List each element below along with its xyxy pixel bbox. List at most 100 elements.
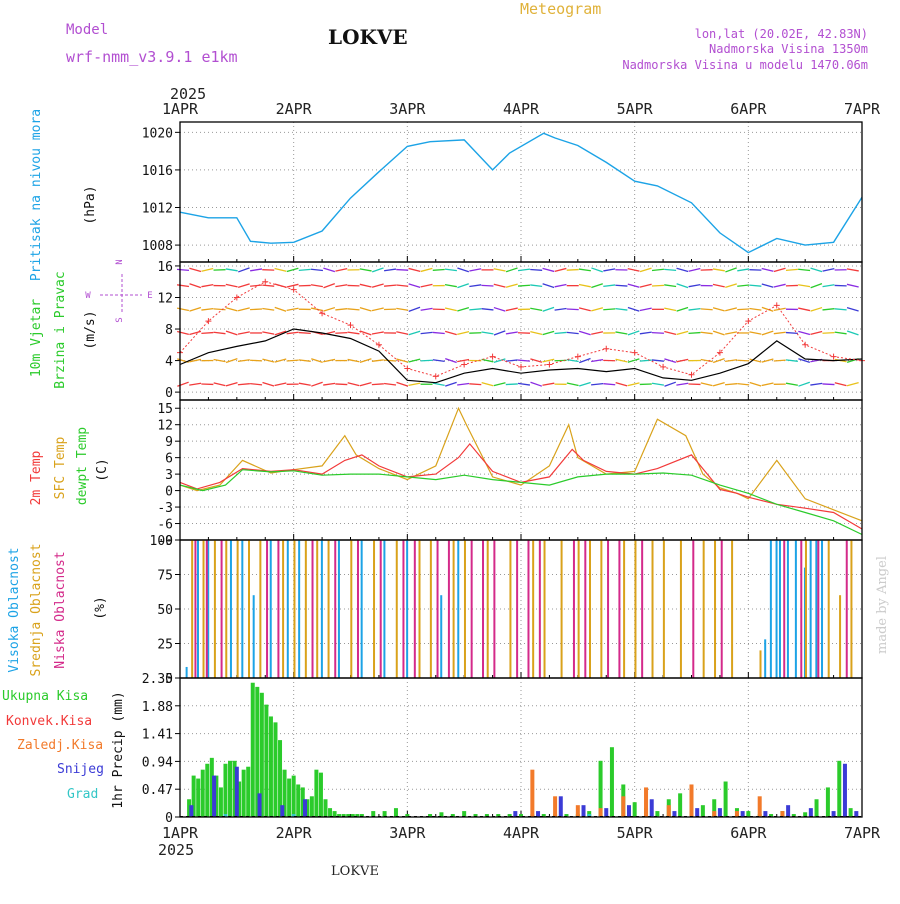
wind-gust-marker [376, 342, 382, 348]
wind-arrow [823, 269, 835, 271]
wind-arrow [652, 269, 664, 270]
wind-arrow [201, 333, 213, 334]
wind-arrow [360, 331, 371, 335]
wind-arrow [652, 360, 664, 361]
wind-arrow [384, 383, 396, 384]
cloud-mid-bar [731, 540, 733, 678]
cloud-low-bar [402, 540, 404, 678]
wind-arrow [311, 285, 323, 287]
cloud-mid-bar [396, 540, 398, 678]
cloud-mid-bar [225, 540, 227, 678]
wind-arrow [677, 307, 688, 311]
wind-arrow [469, 269, 481, 271]
y-tick-label: 1.41 [142, 728, 173, 743]
wind-arrow [615, 309, 627, 310]
wind-arrow [506, 360, 518, 361]
compass-s: S [115, 317, 125, 322]
label-precip: 1hr Precip (mm) [111, 691, 126, 808]
precip-frozen-bar [530, 770, 534, 817]
wind-arrow [214, 309, 226, 310]
wind-arrow [262, 308, 274, 310]
wind-arrow [579, 308, 591, 311]
y-tick-label: 2.35 [142, 672, 173, 687]
wind-arrow [567, 383, 579, 385]
precip-snow-bar [650, 799, 654, 817]
cloud-mid-bar [248, 540, 250, 678]
wind-arrow [713, 383, 725, 386]
y-tick-label: -3 [157, 501, 173, 516]
cloud-high-bar [298, 540, 300, 678]
cloud-high-bar [270, 540, 272, 678]
wind-arrow [591, 284, 602, 288]
label-snow: Snijeg [57, 762, 104, 777]
precip-total-bar [201, 770, 205, 817]
wind-arrow [762, 269, 774, 272]
wind-arrow [323, 268, 334, 272]
wind-arrow [798, 285, 810, 287]
label-wind-1: 10m Vjetar [29, 299, 44, 377]
x-tick-label-top: 3APR [389, 100, 426, 118]
precip-frozen-bar [599, 808, 603, 817]
precip-total-bar [223, 764, 227, 817]
cloud-low-bar [471, 540, 473, 678]
wind-arrow [628, 359, 640, 362]
wind-gust-marker [660, 364, 666, 370]
wind-arrow [214, 360, 226, 362]
wind-arrow [384, 285, 396, 286]
cloud-mid-bar [464, 540, 466, 678]
cloud-high-bar [230, 540, 232, 678]
wind-arrow [591, 332, 603, 334]
wind-arrow [774, 268, 786, 271]
wind-arrow [835, 383, 847, 386]
precip-snow-bar [258, 793, 262, 817]
wind-arrow [250, 285, 262, 286]
wind-arrow [287, 360, 299, 361]
wind-arrow [494, 308, 505, 312]
wind-arrow [226, 284, 238, 286]
y-tick-label: 4 [165, 355, 173, 370]
wind-arrow [822, 333, 834, 334]
wind-arrow [725, 284, 736, 288]
precip-frozen-bar [644, 787, 648, 817]
wind-arrow [811, 308, 822, 312]
wind-arrow [822, 384, 834, 385]
cloud-high-bar [764, 639, 766, 678]
wind-arrow [189, 383, 201, 385]
wind-arrow [640, 308, 652, 310]
x-tick-label-bottom: 5APR [617, 824, 654, 842]
wind-arrow [214, 332, 226, 333]
wind-arrow [664, 332, 676, 335]
precip-snow-bar [189, 805, 193, 817]
wind-arrow [628, 383, 640, 386]
wind-arrow [701, 383, 713, 386]
cloud-high-bar [440, 595, 442, 678]
wind-arrow [603, 269, 615, 271]
year-bottom: 2025 [158, 841, 194, 859]
wind-arrow [421, 360, 433, 361]
precip-frozen-bar [553, 796, 557, 817]
cloud-low-bar [573, 540, 575, 678]
wind-arrow [287, 284, 299, 287]
panels: 10081012101610200481216-9-6-303691215025… [142, 100, 881, 842]
wind-arrow [481, 309, 493, 310]
wind-arrow [762, 284, 774, 287]
wind-arrow [469, 384, 481, 385]
wind-arrow [677, 284, 688, 288]
wind-arrow [275, 307, 286, 311]
wind-arrow [324, 284, 335, 288]
wind-arrow [725, 360, 737, 362]
wind-arrow [409, 284, 420, 288]
x-tick-label-bottom: 2APR [276, 824, 313, 842]
precip-frozen-bar [621, 796, 625, 817]
wind-arrow [482, 383, 494, 386]
wind-arrow [737, 269, 749, 271]
precip-total-bar [678, 793, 682, 817]
label-low-cloud: Niska Oblacnost [53, 551, 68, 668]
precip-total-bar [826, 787, 830, 817]
wind-arrow [689, 269, 701, 272]
label-dewpt: dewpt Temp [75, 427, 90, 505]
cloud-mid-bar [634, 540, 636, 678]
cloud-high-bar [457, 540, 459, 678]
wind-arrow [786, 360, 798, 361]
cloud-low-bar [277, 540, 279, 678]
